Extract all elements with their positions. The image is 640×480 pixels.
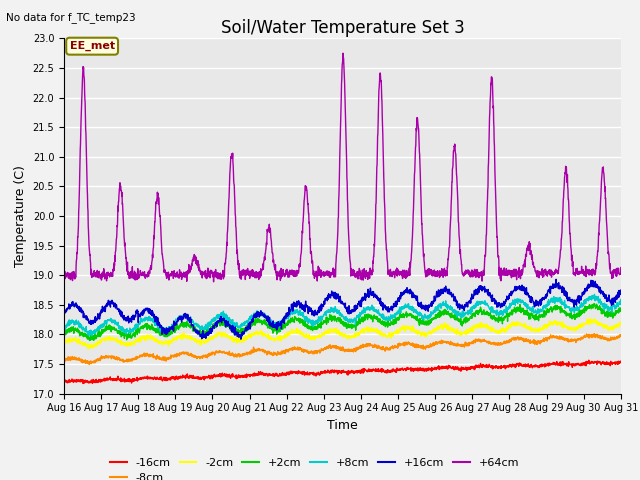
+2cm <box>86 337 93 343</box>
+8cm <box>216 314 223 320</box>
-16cm <box>60 378 68 384</box>
+64cm <box>216 273 223 278</box>
+16cm <box>371 292 379 298</box>
-8cm <box>584 333 591 339</box>
+64cm <box>505 272 513 278</box>
+2cm <box>617 307 625 313</box>
+16cm <box>617 291 625 297</box>
Line: -2cm: -2cm <box>64 319 621 348</box>
-16cm <box>568 361 575 367</box>
-2cm <box>617 320 625 325</box>
-2cm <box>504 325 512 331</box>
+8cm <box>584 298 591 303</box>
-2cm <box>84 346 92 351</box>
+2cm <box>568 313 575 319</box>
Title: Soil/Water Temperature Set 3: Soil/Water Temperature Set 3 <box>221 19 464 37</box>
+16cm <box>359 298 367 304</box>
+2cm <box>216 321 223 327</box>
+64cm <box>568 252 576 258</box>
-2cm <box>359 329 367 335</box>
-16cm <box>585 357 593 363</box>
+16cm <box>216 318 223 324</box>
+8cm <box>359 309 367 315</box>
-16cm <box>504 363 512 369</box>
+2cm <box>504 313 512 319</box>
-8cm <box>216 349 223 355</box>
+8cm <box>591 291 598 297</box>
Legend: -16cm, -8cm, -2cm, +2cm, +8cm, +16cm, +64cm: -16cm, -8cm, -2cm, +2cm, +8cm, +16cm, +6… <box>106 453 524 480</box>
-8cm <box>371 341 379 347</box>
Line: -8cm: -8cm <box>64 334 621 365</box>
+64cm <box>60 270 68 276</box>
+16cm <box>237 336 244 342</box>
-8cm <box>60 359 68 364</box>
+64cm <box>359 273 367 279</box>
Line: +64cm: +64cm <box>64 53 621 282</box>
Line: -16cm: -16cm <box>64 360 621 384</box>
+64cm <box>584 266 591 272</box>
Line: +16cm: +16cm <box>64 279 621 339</box>
-2cm <box>584 320 591 326</box>
Text: No data for f_TC_temp23: No data for f_TC_temp23 <box>6 12 136 23</box>
+64cm <box>210 279 218 285</box>
Line: +2cm: +2cm <box>64 304 621 340</box>
-8cm <box>568 336 575 342</box>
-2cm <box>60 340 68 346</box>
-16cm <box>216 372 223 377</box>
+16cm <box>584 283 591 288</box>
-8cm <box>504 339 512 345</box>
+8cm <box>568 308 575 313</box>
+64cm <box>371 228 379 233</box>
-8cm <box>359 343 367 348</box>
Line: +8cm: +8cm <box>64 294 621 336</box>
-16cm <box>617 359 625 365</box>
+16cm <box>552 276 560 282</box>
+64cm <box>617 264 625 270</box>
+2cm <box>591 301 598 307</box>
+64cm <box>339 50 347 56</box>
-2cm <box>584 316 591 322</box>
+2cm <box>359 314 367 320</box>
-16cm <box>79 381 87 386</box>
-16cm <box>584 360 591 366</box>
X-axis label: Time: Time <box>327 419 358 432</box>
+8cm <box>60 323 68 328</box>
+8cm <box>504 307 512 312</box>
+2cm <box>60 330 68 336</box>
-8cm <box>85 362 93 368</box>
-16cm <box>371 367 379 373</box>
+8cm <box>617 297 625 302</box>
+8cm <box>371 307 379 313</box>
-2cm <box>371 328 379 334</box>
-16cm <box>359 367 367 373</box>
Text: EE_met: EE_met <box>70 41 115 51</box>
+16cm <box>568 297 576 302</box>
+2cm <box>584 304 591 310</box>
-8cm <box>590 331 598 336</box>
-8cm <box>617 333 625 339</box>
-2cm <box>216 330 223 336</box>
+8cm <box>88 333 96 339</box>
+16cm <box>60 312 68 318</box>
+2cm <box>371 313 379 319</box>
-2cm <box>568 326 575 332</box>
+16cm <box>504 296 512 301</box>
Y-axis label: Temperature (C): Temperature (C) <box>14 165 27 267</box>
